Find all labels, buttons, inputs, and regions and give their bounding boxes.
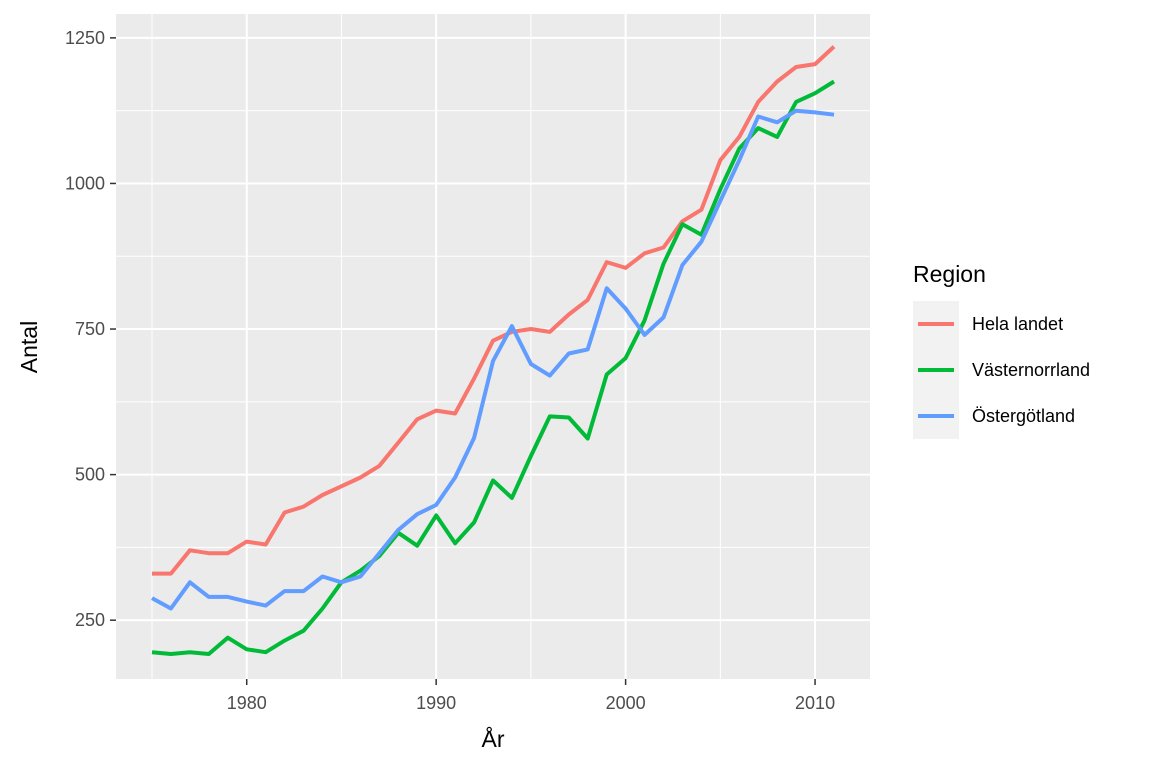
- y-tick-label: 500: [75, 465, 105, 485]
- x-axis-title: År: [482, 725, 505, 752]
- y-tick-label: 1000: [65, 173, 105, 193]
- series-line-västernorrland: [151, 79, 836, 656]
- y-tick-label: 250: [75, 610, 105, 630]
- series-line-östergötland: [151, 108, 835, 611]
- legend: Region Hela landet Västernorrland Östergöt…: [913, 261, 1090, 439]
- legend-title: Region: [913, 261, 986, 287]
- minor-gridlines: [116, 14, 870, 679]
- series-lines: [151, 45, 836, 656]
- plot-panel: [116, 14, 870, 679]
- y-axis-ticks: 250 500 750 1000 1250: [65, 28, 116, 630]
- x-tick-label: 1990: [416, 693, 456, 713]
- legend-label: Västernorrland: [972, 360, 1090, 380]
- y-axis-title: Antal: [16, 321, 42, 373]
- x-tick-label: 1980: [227, 693, 267, 713]
- series-line-hela-landet: [152, 45, 836, 576]
- y-tick-label: 750: [75, 319, 105, 339]
- legend-label: Östergötland: [972, 406, 1075, 426]
- major-gridlines: [116, 14, 870, 679]
- x-axis-ticks: 1980 1990 2000 2010: [227, 679, 835, 713]
- legend-label: Hela landet: [972, 314, 1063, 334]
- x-tick-label: 2010: [795, 693, 835, 713]
- y-tick-label: 1250: [65, 28, 105, 48]
- x-tick-label: 2000: [606, 693, 646, 713]
